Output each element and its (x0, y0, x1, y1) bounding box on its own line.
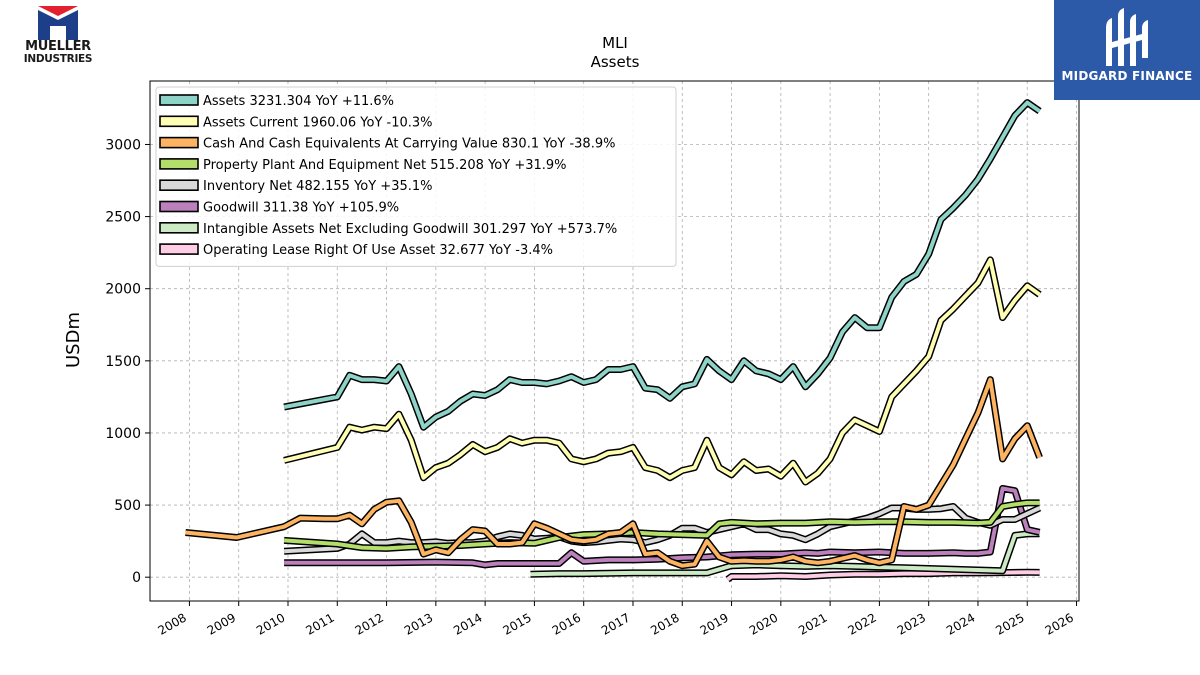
series-line (185, 377, 1042, 568)
mueller-industries-logo: MUELLER INDUSTRIES (18, 6, 98, 66)
y-tick-label: 3000 (105, 137, 141, 153)
axis-ticks: 2008 2009 2010 2011 2012 2013 2014 2015 2016 2017… (105, 137, 1078, 638)
x-tick-label: 2012 (353, 610, 386, 637)
midgard-finance-logo: MIDGARD FINANCE (1054, 0, 1200, 100)
x-tick-label: 2024 (944, 610, 977, 637)
chart-title: MLI (602, 34, 628, 52)
legend-entry: Intangible Assets Net Excluding Goodwill… (203, 222, 617, 237)
series-line (283, 100, 1041, 430)
chart-subtitle: Assets (591, 53, 640, 71)
series-property-plant-and-equipment-net (283, 499, 1040, 552)
x-tick-label: 2016 (550, 610, 583, 637)
logo-line-1: MUELLER (25, 39, 91, 54)
y-tick-label: 2500 (105, 210, 141, 226)
legend-swatch (159, 136, 199, 149)
legend-entry: Goodwill 311.38 YoY +105.9% (203, 201, 399, 216)
x-tick-label: 2020 (747, 610, 780, 637)
x-tick-label: 2019 (698, 610, 731, 637)
legend-entry: Assets 3231.304 YoY +11.6% (203, 94, 394, 109)
x-tick-label: 2025 (993, 610, 1026, 637)
x-tick-label: 2015 (500, 610, 533, 637)
legend-swatch (159, 243, 199, 255)
series-cash-and-cash-equivalents-at-carrying-value (185, 376, 1043, 570)
x-tick-label: 2009 (205, 610, 238, 637)
mueller-logo-icon (38, 6, 78, 40)
y-tick-label: 1000 (105, 426, 141, 442)
legend-entry: Property Plant And Equipment Net 515.208… (203, 158, 567, 173)
legend: Assets 3231.304 YoY +11.6% Assets Current… (155, 86, 677, 267)
series-intangible-assets-net-excluding-goodwill (530, 530, 1040, 578)
x-tick-label: 2014 (451, 610, 484, 637)
series-line (284, 486, 1041, 567)
midgard-logo-text: MIDGARD FINANCE (1061, 69, 1193, 83)
logo-line-2: INDUSTRIES (23, 53, 93, 65)
legend-swatch (159, 222, 199, 234)
x-tick-label: 2023 (895, 610, 928, 637)
series-line (283, 500, 1040, 551)
legend-swatch (159, 115, 199, 128)
x-tick-label: 2021 (796, 610, 829, 637)
legend-box (155, 86, 677, 267)
series-lines (185, 99, 1043, 583)
y-tick-label: 0 (132, 570, 141, 586)
y-tick-label: 1500 (105, 354, 141, 370)
x-tick-label: 2026 (1043, 610, 1076, 637)
legend-entry: Cash And Cash Equivalents At Carrying Va… (203, 137, 615, 152)
series-goodwill (284, 485, 1041, 569)
x-tick-label: 2018 (648, 610, 681, 637)
legend-swatch (159, 94, 199, 106)
series-line (530, 531, 1040, 577)
series-assets-current (283, 256, 1042, 486)
x-tick-label: 2013 (402, 610, 435, 637)
legend-swatch (159, 200, 199, 213)
legend-entry: Operating Lease Right Of Use Asset 32.67… (203, 243, 553, 258)
x-tick-label: 2017 (599, 610, 632, 637)
y-tick-label: 2000 (105, 282, 141, 298)
legend-swatch (159, 179, 199, 191)
plot-frame (149, 80, 1080, 602)
legend-entry: Inventory Net 482.155 YoY +35.1% (203, 179, 433, 194)
series-line (283, 257, 1041, 484)
legend-swatch (159, 158, 199, 170)
series-assets (283, 99, 1042, 431)
y-axis-label: USDm (63, 312, 84, 368)
x-tick-label: 2011 (303, 610, 336, 637)
x-tick-label: 2022 (845, 610, 878, 637)
legend-entry: Assets Current 1960.06 YoY -10.3% (203, 115, 433, 130)
x-tick-label: 2010 (254, 610, 287, 637)
midgard-logo-icon (1106, 8, 1148, 66)
y-tick-label: 500 (114, 498, 141, 514)
x-tick-label: 2008 (155, 610, 188, 637)
